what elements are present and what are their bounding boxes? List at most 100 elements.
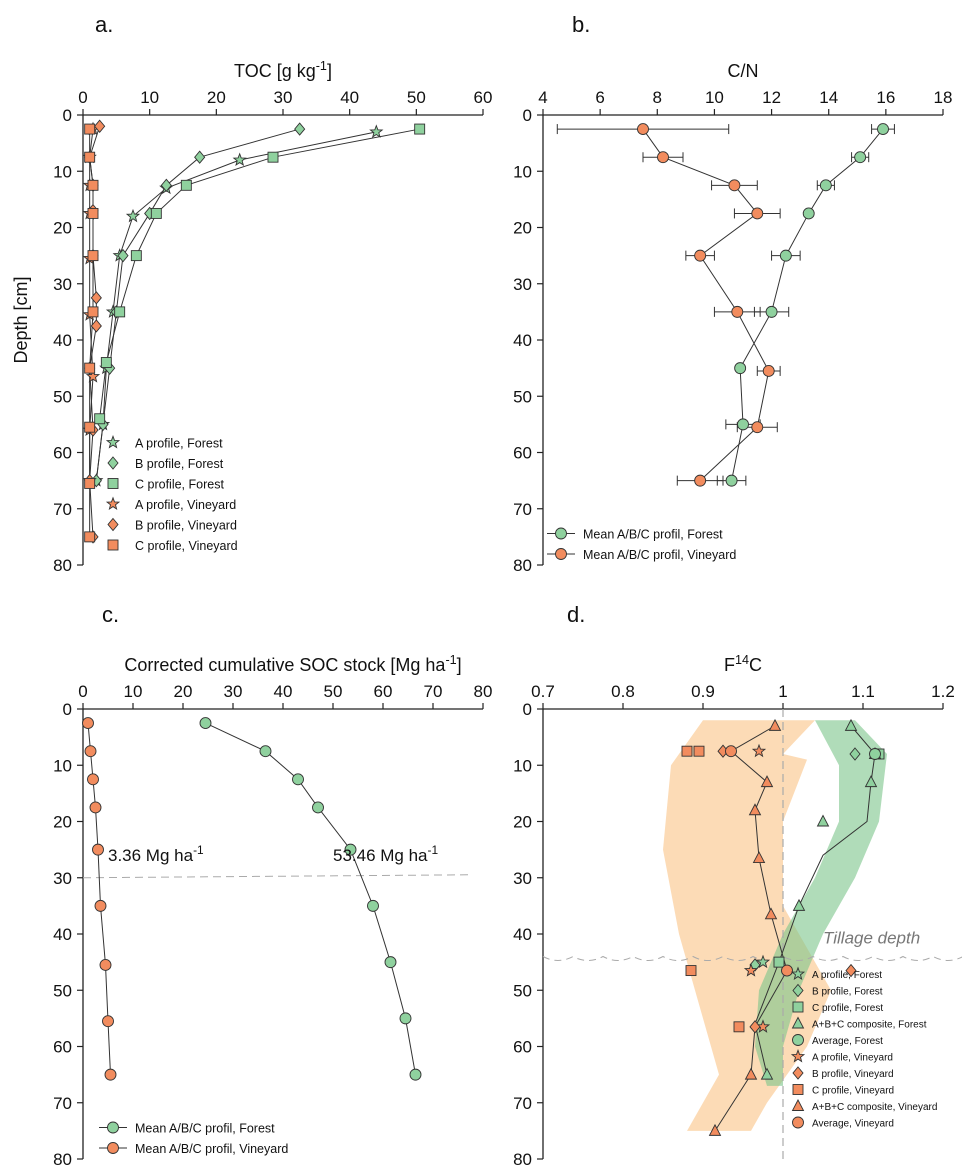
- y-tick-label: 80: [53, 556, 72, 575]
- data-point-triangle: [764, 907, 778, 920]
- y-tick-label: 40: [53, 331, 72, 350]
- data-point-circle: [637, 123, 649, 136]
- legend-marker: [107, 539, 119, 551]
- x-axis-label-part: Corrected cumulative SOC stock [Mg ha: [124, 655, 446, 675]
- y-tick-label-part: 60: [513, 1038, 532, 1057]
- x-tick-label-part: 50: [407, 88, 426, 107]
- data-point-triangle: [748, 803, 762, 816]
- data-point-square: [84, 362, 96, 374]
- y-tick-label-part: 70: [513, 1094, 532, 1113]
- panel-label-part: b.: [572, 12, 590, 37]
- panel-label-part: d.: [567, 602, 585, 627]
- data-point-triangle: [752, 851, 766, 864]
- series-line-vineyard: [714, 725, 788, 1132]
- data-point-circle: [82, 717, 94, 730]
- data-point-circle: [869, 748, 881, 760]
- x-tick-label: 10: [124, 682, 143, 701]
- x-tick-label-part: 60: [474, 88, 493, 107]
- y-tick-label: 70: [513, 1094, 532, 1113]
- data-point-square: [114, 306, 126, 318]
- data-point-square: [84, 477, 96, 489]
- data-point-circle: [99, 958, 112, 971]
- x-tick-label-part: 10: [705, 88, 724, 107]
- series-line: [89, 129, 94, 537]
- y-tick-label-part: 60: [513, 444, 532, 463]
- data-point-circle: [765, 305, 778, 318]
- panel-label: a.: [95, 12, 113, 37]
- y-tick-label: 20: [53, 813, 72, 832]
- x-tick-label-part: 20: [174, 682, 193, 701]
- y-tick-label: 10: [513, 756, 532, 775]
- y-tick-label-part: 30: [53, 275, 72, 294]
- x-tick-label: 1: [778, 682, 787, 701]
- legend-marker: [791, 1016, 805, 1029]
- series-line: [95, 131, 377, 481]
- x-tick-label: 4: [538, 88, 547, 107]
- x-tick-label-part: 10: [124, 682, 143, 701]
- legend-marker: [790, 966, 806, 981]
- legend-label: Mean A/B/C profil, Forest: [583, 528, 723, 542]
- x-tick-label-part: 0: [78, 88, 87, 107]
- data-point-circle: [399, 1012, 412, 1025]
- x-axis-label-sup: -1: [316, 59, 327, 73]
- x-tick-label-part: 40: [340, 88, 359, 107]
- legend-label: Mean A/B/C profil, Vineyard: [135, 1142, 288, 1156]
- x-tick-label: 10: [705, 88, 724, 107]
- legend-marker: [107, 1121, 119, 1134]
- y-tick-label-part: 50: [53, 387, 72, 406]
- y-tick-label-part: 60: [53, 1038, 72, 1057]
- data-point-circle: [292, 773, 304, 786]
- stock-annotation-part: 3.36 Mg ha: [108, 846, 194, 865]
- x-axis-label-part: C/N: [728, 61, 759, 81]
- legend-label-part: A+B+C composite, Vineyard: [812, 1102, 937, 1113]
- data-point-circle: [199, 717, 212, 730]
- x-axis-label: F14C: [724, 653, 762, 675]
- data-point-diamond: [194, 150, 206, 164]
- x-tick-label-part: 0.8: [611, 682, 635, 701]
- legend-label-part: A profile, Forest: [812, 970, 882, 981]
- y-tick-label-part: 80: [53, 556, 72, 575]
- y-tick-label-part: 0: [63, 106, 72, 125]
- data-point-circle: [102, 1015, 114, 1028]
- legend-label: C profile, Forest: [812, 1003, 883, 1014]
- y-tick-label: 70: [53, 500, 72, 519]
- panel-label: c.: [102, 602, 119, 627]
- y-tick-label: 30: [513, 869, 532, 888]
- legend-label: Average, Forest: [812, 1036, 883, 1047]
- y-tick-label: 60: [53, 444, 72, 463]
- legend-label: A profile, Forest: [135, 437, 223, 451]
- legend-marker: [107, 478, 119, 489]
- y-tick-label: 10: [53, 756, 72, 775]
- y-tick-label-part: 40: [53, 925, 72, 944]
- y-tick-label-part: 10: [513, 162, 532, 181]
- data-point-circle: [89, 801, 102, 814]
- data-point-circle: [344, 843, 357, 856]
- data-point-star: [755, 954, 771, 969]
- data-point-square: [150, 207, 162, 219]
- legend-label: C profile, Vineyard: [812, 1086, 894, 1097]
- panel-3: c. 0 10 20 30 40 50 60 70 80 0 10 20 30 40 50 60 70 80 Corr…: [53, 602, 492, 1166]
- x-tick-label-part: 30: [274, 88, 293, 107]
- data-point-circle: [737, 418, 749, 431]
- x-tick-label-part: 0: [78, 682, 87, 701]
- y-tick-label: 30: [53, 275, 72, 294]
- y-tick-label-part: 0: [523, 700, 532, 719]
- y-tick-label: 0: [523, 106, 532, 125]
- legend-marker: [105, 496, 121, 511]
- y-tick-label: 0: [63, 700, 72, 719]
- data-point-diamond: [90, 291, 102, 305]
- x-tick-label-part: 1.1: [851, 682, 875, 701]
- legend-label-part: B profile, Vineyard: [135, 519, 237, 533]
- x-axis-label: Corrected cumulative SOC stock [Mg ha-1]: [124, 653, 461, 675]
- x-tick-label: 12: [762, 88, 781, 107]
- legend-label-part: C profile, Forest: [812, 1003, 883, 1014]
- data-point-star: [743, 963, 759, 977]
- x-tick-label: 60: [474, 88, 493, 107]
- legend-marker: [105, 434, 121, 449]
- x-tick-label-part: 18: [934, 88, 953, 107]
- legend-label: Mean A/B/C profil, Forest: [135, 1122, 275, 1136]
- legend-label: Average, Vineyard: [812, 1119, 894, 1130]
- data-point-circle: [731, 305, 744, 318]
- x-tick-label: 6: [595, 88, 604, 107]
- y-tick-label-part: 20: [513, 219, 532, 238]
